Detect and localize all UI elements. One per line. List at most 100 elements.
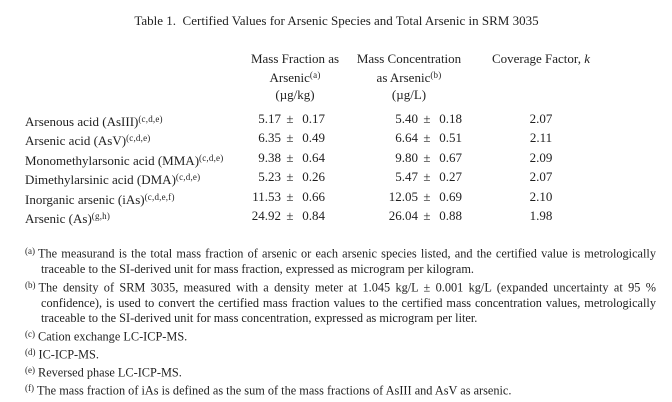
header-line: Mass Concentration [356,51,462,66]
plus-minus-sign: ± [286,149,294,165]
plus-minus-sign: ± [423,149,431,165]
value: 6.64 [395,130,418,146]
table-row: Arsenous acid (AsIII)(c,d,e) 5.17 ±0.17 5… [25,111,658,130]
mass-fraction-cell: 11.53 ±0.66 [247,189,343,208]
plus-minus-sign: ± [423,130,431,146]
header-text: as Arsenic [376,70,431,85]
mass-fraction-cell: 5.17 ±0.17 [247,111,343,130]
footnote-ref: (c,d,e) [175,172,201,183]
coverage-factor-cell: 2.10 [529,188,553,204]
table-header-row: Mass Fraction as Arsenic(a) (µg/kg) Mass… [25,50,658,103]
coverage-factor-cell: 2.11 [529,130,553,146]
table-row: Dimethylarsinic acid (DMA)(c,d,e) 5.23 ±0… [25,169,658,188]
table-body: Arsenous acid (AsIII)(c,d,e) 5.17 ±0.17 5… [25,111,658,227]
species-name: Arsenic acid (AsV) [25,133,127,149]
uncertainty: 0.18 [439,111,462,126]
footnote-text: Cation exchange LC-ICP-MS. [38,329,188,344]
footnote-ref: (g,h) [91,211,111,222]
species-name: Arsenic (As) [25,211,92,227]
footnote-marker: (d) [25,346,36,357]
species-cell: Dimethylarsinic acid (DMA)(c,d,e) [25,169,247,188]
mass-concentration-cell: 6.64 ±0.51 [343,130,475,149]
mass-concentration-cell: 5.40 ±0.18 [343,111,475,130]
species-cell: Monomethylarsonic acid (MMA)(c,d,e) [25,150,247,169]
plus-minus-sign: ± [286,169,294,185]
value: 9.80 [395,149,418,165]
coverage-factor-cell: 1.98 [529,208,553,224]
footnote-text: The density of SRM 3035, measured with a… [38,280,657,326]
value: 12.05 [388,188,418,204]
mass-concentration-cell: 5.47 ±0.27 [343,169,475,188]
table-row: Arsenic acid (AsV)(c,d,e) 6.35 ±0.49 6.64… [25,130,658,149]
value: 5.23 [258,169,281,185]
uncertainty: 0.49 [302,130,325,146]
value: 5.40 [395,111,418,126]
uncertainty: 0.88 [439,208,462,224]
mass-fraction-cell: 5.23 ±0.26 [247,169,343,188]
unit-label: (µg/kg) [275,87,315,102]
table-row: Arsenic (As)(g,h) 24.92 ±0.84 26.04 ±0.88 … [25,208,658,227]
uncertainty: 0.67 [439,149,462,165]
footnote-ref-a: (a) [309,70,321,80]
footnote-c: (c) Cation exchange LC-ICP-MS. [25,327,656,345]
footnote-marker: (c) [25,328,35,339]
uncertainty: 0.64 [302,149,325,165]
footnote-text: Reversed phase LC-ICP-MS. [38,365,182,380]
value: 9.38 [258,149,281,165]
footnote-ref: (c,d,e) [126,133,151,144]
coverage-factor-cell: 2.07 [529,169,553,185]
footnote-text: IC-ICP-MS. [38,347,99,362]
column-header-species [25,50,247,103]
footnote-b: (b) The density of SRM 3035, measured wit… [25,278,656,327]
uncertainty: 0.27 [439,169,462,185]
plus-minus-sign: ± [286,208,294,224]
species-cell: Arsenous acid (AsIII)(c,d,e) [25,111,247,130]
data-table: Mass Fraction as Arsenic(a) (µg/kg) Mass… [25,50,658,227]
uncertainty: 0.51 [439,130,462,146]
coverage-factor-cell: 2.07 [529,111,553,126]
unit-label: (µg/L) [391,87,427,102]
header-line: Coverage Factor, k [475,50,607,67]
footnotes-section: (a) The measurand is the total mass fract… [25,244,658,402]
table-title: Table 1. Certified Values for Arsenic Sp… [134,13,539,28]
footnote-ref: (c,d,e) [138,114,163,124]
footnote-marker: (g) [25,401,36,402]
value: 11.53 [252,188,281,204]
mass-fraction-cell: 9.38 ±0.64 [247,150,343,169]
coverage-factor-cell: 2.09 [529,149,553,165]
footnote-marker: (f) [25,382,34,393]
mass-concentration-cell: 9.80 ±0.67 [343,150,475,169]
species-cell: Inorganic arsenic (iAs)(c,d,e,f) [25,189,247,208]
footnote-e: (e) Reversed phase LC-ICP-MS. [25,363,656,381]
footnote-text: The measurand is the total mass fraction… [38,246,656,277]
species-cell: Arsenic (As)(g,h) [25,208,247,227]
species-name: Dimethylarsinic acid (DMA) [25,172,176,188]
plus-minus-sign: ± [423,208,431,224]
uncertainty: 0.66 [302,188,325,204]
species-name: Inorganic arsenic (iAs) [25,191,145,207]
value: 6.35 [258,130,281,146]
plus-minus-sign: ± [423,111,431,126]
header-text: Coverage Factor, [491,51,581,66]
footnote-text: The mass fraction of iAs is defined as t… [37,383,512,398]
mass-concentration-cell: 12.05 ±0.69 [343,189,475,208]
value: 5.47 [395,169,418,185]
uncertainty: 0.26 [302,169,325,185]
footnote-ref-b: (b) [430,70,442,80]
footnote-marker: (a) [25,246,35,257]
footnote-marker: (e) [25,364,35,375]
header-text: Arsenic [269,70,310,85]
footnote-ref: (c,d,e,f) [144,191,175,202]
uncertainty: 0.17 [302,111,325,126]
header-line: Arsenic(a) [247,67,343,86]
column-header-coverage-factor: Coverage Factor, k [475,50,607,103]
species-name: Monomethylarsonic acid (MMA) [25,152,200,168]
mass-fraction-cell: 24.92 ±0.84 [247,208,343,227]
table-row: Inorganic arsenic (iAs)(c,d,e,f) 11.53 ±0… [25,189,658,208]
uncertainty: 0.69 [439,188,462,204]
footnote-ref: (c,d,e) [199,152,224,163]
footnote-marker: (b) [25,279,36,290]
mass-fraction-cell: 6.35 ±0.49 [247,130,343,149]
column-header-mass-fraction: Mass Fraction as Arsenic(a) (µg/kg) [247,50,343,103]
column-header-mass-concentration: Mass Concentration as Arsenic(b) (µg/L) [343,50,475,103]
